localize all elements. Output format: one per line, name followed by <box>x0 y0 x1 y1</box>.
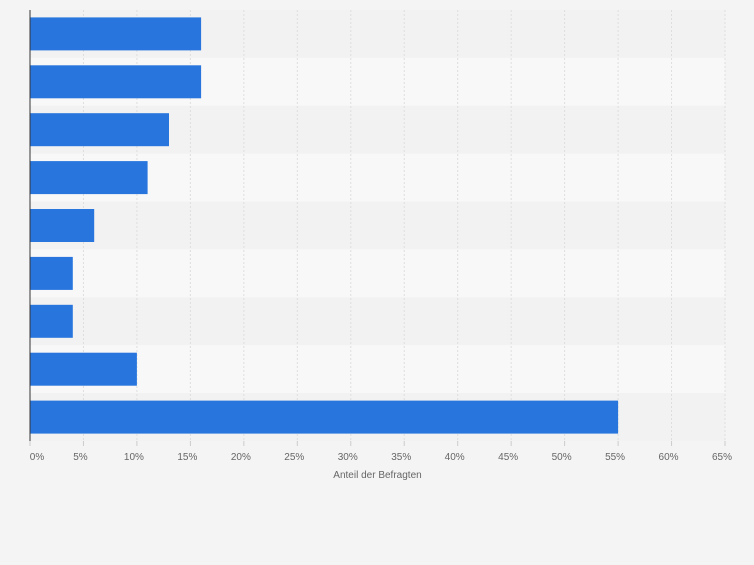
row-band <box>30 249 725 298</box>
bar <box>30 352 137 386</box>
x-axis-title: Anteil der Befragten <box>333 470 421 481</box>
row-band <box>30 297 725 346</box>
x-tick-label: 50% <box>552 452 572 463</box>
bar <box>30 17 202 51</box>
bar <box>30 209 95 242</box>
x-tick-label: 40% <box>445 452 465 463</box>
x-tick-labels: 0% 5% 10% 15% 20% 25% 30% 35% 40% 45% 50% 55% 60% 65% <box>29 441 732 463</box>
x-tick-label: 5% <box>73 452 88 463</box>
row-band <box>30 345 725 394</box>
x-tick-label: 15% <box>177 452 197 463</box>
x-tick-label: 65% <box>712 452 732 463</box>
x-tick-label: 55% <box>605 452 625 463</box>
bars <box>30 17 619 434</box>
bar <box>30 400 619 434</box>
x-tick-label: 20% <box>231 452 251 463</box>
x-tick-label: 35% <box>391 452 411 463</box>
x-tick-label: 25% <box>284 452 304 463</box>
x-tick-label: 0% <box>30 452 45 463</box>
bar <box>30 113 169 147</box>
x-tick-label: 10% <box>124 452 144 463</box>
bar <box>30 304 73 338</box>
x-tick-label: 60% <box>659 452 679 463</box>
x-tick-label: 30% <box>338 452 358 463</box>
row-band <box>30 201 725 250</box>
bar <box>30 161 148 195</box>
bar <box>30 65 202 99</box>
x-tick-label: 45% <box>498 452 518 463</box>
bar <box>30 256 73 290</box>
